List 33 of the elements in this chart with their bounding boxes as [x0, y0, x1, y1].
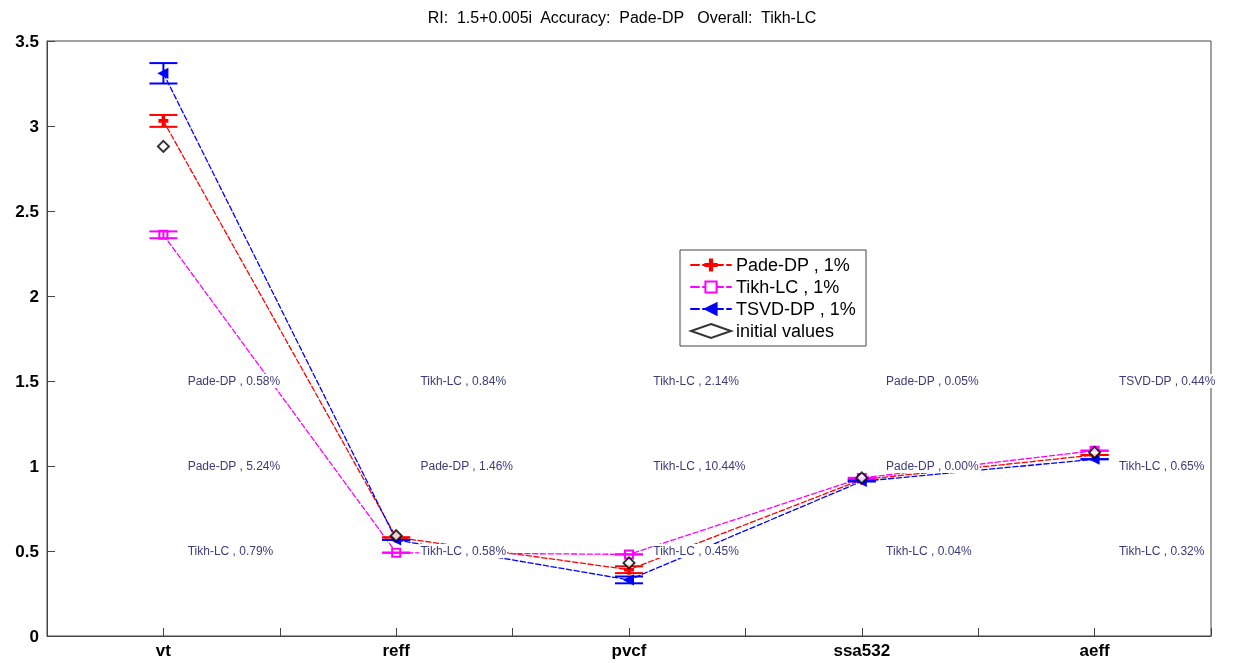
annotation: Pade-DP , 0.58% — [187, 374, 281, 388]
y-tick-label: 1 — [29, 456, 39, 476]
y-tick-label: 1.5 — [15, 371, 39, 391]
annotation: Tikh-LC , 10.44% — [653, 459, 746, 473]
legend-label: initial values — [736, 321, 835, 341]
annotation: Tikh-LC , 0.58% — [420, 544, 507, 558]
annotation: Tikh-LC , 0.84% — [420, 374, 507, 388]
x-tick-label: pvcf — [611, 641, 647, 660]
annotation: Tikh-LC , 0.45% — [653, 544, 740, 558]
annotation: Tikh-LC , 0.04% — [886, 544, 972, 558]
y-tick-label: 0 — [29, 626, 39, 646]
annotation: Tikh-LC , 0.32% — [1118, 544, 1205, 558]
annotation: Pade-DP , 1.46% — [420, 459, 514, 473]
y-tick-label: 3.5 — [15, 31, 39, 51]
x-tick-label: reff — [382, 641, 411, 660]
annotation: TSVD-DP , 0.44% — [1118, 374, 1216, 388]
legend-label: Tikh-LC , 1% — [736, 277, 840, 297]
annotation: Pade-DP , 0.00% — [886, 459, 979, 473]
x-tick-label: vt — [155, 641, 172, 660]
annotation: Pade-DP , 0.05% — [886, 374, 979, 388]
annotation: Tikh-LC , 0.65% — [1118, 459, 1205, 473]
y-tick-label: 0.5 — [15, 541, 39, 561]
x-tick-label: ssa532 — [833, 641, 891, 660]
annotation: Tikh-LC , 0.79% — [187, 544, 274, 558]
y-tick-label: 2.5 — [15, 201, 39, 221]
legend-label: TSVD-DP , 1% — [736, 299, 856, 319]
legend-label: Pade-DP , 1% — [736, 255, 850, 275]
chart-title: RI: 1.5+0.005i Accuracy: Pade-DP Overall: Tikh-LC — [427, 8, 817, 26]
y-tick-label: 3 — [29, 116, 39, 136]
y-tick-label: 2 — [29, 286, 39, 306]
annotation: Tikh-LC , 2.14% — [653, 374, 740, 388]
annotation: Pade-DP , 5.24% — [187, 459, 281, 473]
x-tick-label: aeff — [1079, 641, 1111, 660]
